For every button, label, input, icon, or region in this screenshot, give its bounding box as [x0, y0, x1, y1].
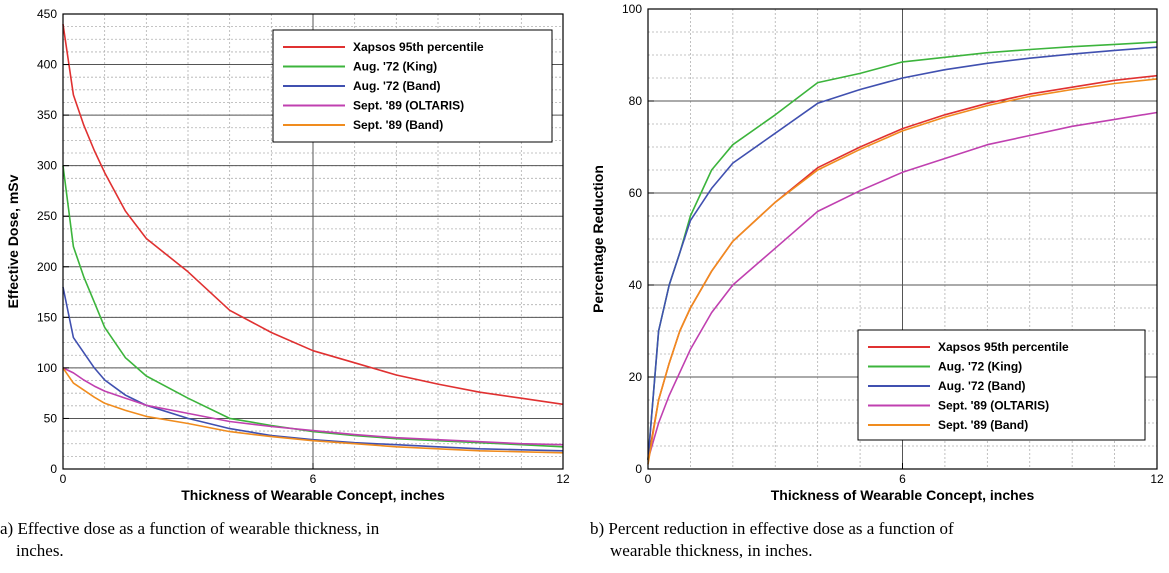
series-line-1: [62, 23, 564, 406]
x-axis-label: Thickness of Wearable Concept, inches: [771, 487, 1035, 503]
y-tick-label: 150: [37, 310, 57, 324]
y-tick-label: 100: [622, 2, 642, 16]
series-line-3: [62, 286, 564, 452]
legend-entry: Sept. '89 (OLTARIS): [938, 399, 1049, 413]
y-tick-label: 200: [37, 260, 57, 274]
y-tick-label: 350: [37, 108, 57, 122]
caption-a-text-line2: inches.: [16, 541, 64, 560]
legend-entry: Aug. '72 (Band): [938, 379, 1026, 393]
legend-entry: Aug. '72 (King): [938, 360, 1022, 374]
chart-a: 0 50 100 150 200 250 300 350 400 450 0 6 12 Thickness…: [5, 7, 570, 503]
chart-b-grid: [648, 9, 1157, 469]
y-axis-label: Percentage Reduction: [590, 165, 606, 313]
x-axis-label: Thickness of Wearable Concept, inches: [181, 487, 445, 503]
y-tick-label: 450: [37, 7, 57, 21]
caption-b-text-line2: wearable thickness, in inches.: [610, 541, 813, 560]
x-tick-label: 0: [60, 472, 67, 486]
y-tick-label: 20: [629, 370, 643, 384]
series-line-5: [647, 78, 1158, 465]
legend-entry: Xapsos 95th percentile: [353, 40, 484, 54]
x-tick-label: 12: [556, 472, 570, 486]
legend-entry: Sept. '89 (OLTARIS): [353, 99, 464, 113]
x-tick-label: 12: [1150, 472, 1164, 486]
y-tick-label: 80: [629, 94, 643, 108]
legend: Xapsos 95th percentile Aug. '72 (King) Aug…: [857, 329, 1146, 441]
y-tick-label: 0: [50, 462, 57, 476]
x-tick-label: 6: [310, 472, 317, 486]
caption-b-label: b): [590, 519, 605, 538]
caption-a-label: a): [0, 519, 14, 538]
y-tick-label: 40: [629, 278, 643, 292]
series-line-2: [62, 165, 564, 448]
caption-a: a) Effective dose as a function of weara…: [0, 518, 560, 562]
series-line-3: [647, 46, 1158, 460]
y-tick-label: 400: [37, 58, 57, 72]
series-line-5: [62, 367, 564, 454]
y-axis-label: Effective Dose, mSv: [5, 174, 21, 308]
caption-b-text: Percent reduction in effective dose as a…: [608, 519, 954, 538]
series-line-4: [62, 367, 564, 446]
y-tick-label: 250: [37, 209, 57, 223]
legend-entry: Aug. '72 (King): [353, 60, 437, 74]
y-tick-label: 100: [37, 361, 57, 375]
caption-a-text: Effective dose as a function of wearable…: [17, 519, 380, 538]
legend: Xapsos 95th percentile Aug. '72 (King) Aug…: [272, 29, 553, 143]
legend-entry: Xapsos 95th percentile: [938, 340, 1069, 354]
y-tick-label: 60: [629, 186, 643, 200]
y-tick-label: 0: [635, 462, 642, 476]
x-tick-label: 0: [645, 472, 652, 486]
legend-entry: Aug. '72 (Band): [353, 79, 441, 93]
y-tick-label: 50: [44, 411, 58, 425]
legend-entry: Sept. '89 (Band): [938, 418, 1028, 432]
legend-entry: Sept. '89 (Band): [353, 118, 443, 132]
series-line-4: [647, 111, 1158, 461]
y-tick-label: 300: [37, 159, 57, 173]
chart-b: 0 20 40 60 80 100 0 6 12 Thickness of Wearable Co…: [590, 2, 1164, 503]
caption-b: b) Percent reduction in effective dose a…: [590, 518, 1160, 562]
x-tick-label: 6: [899, 472, 906, 486]
